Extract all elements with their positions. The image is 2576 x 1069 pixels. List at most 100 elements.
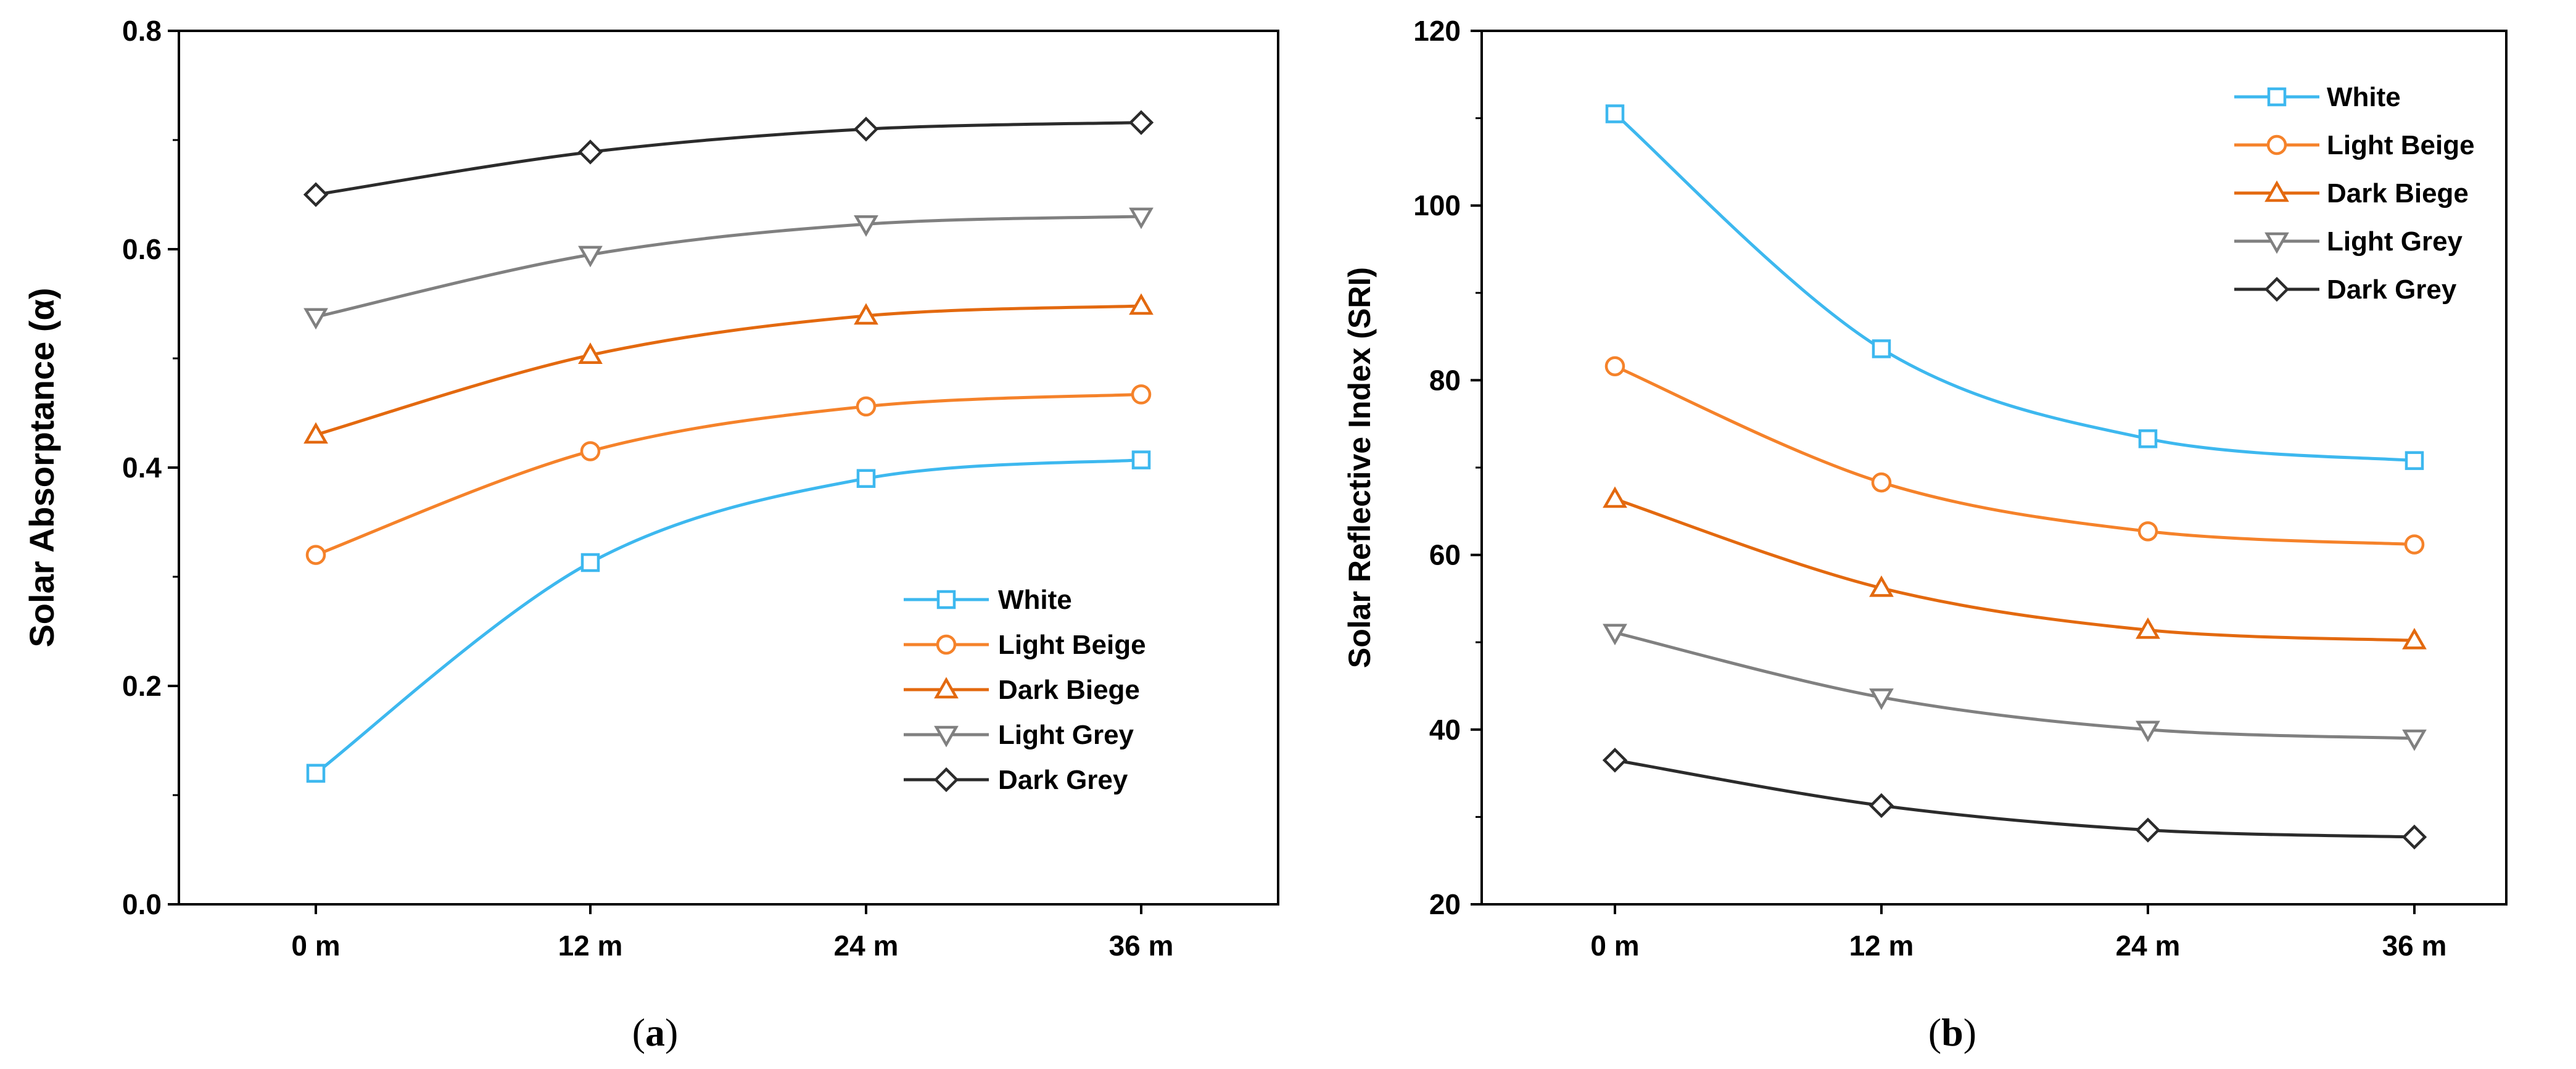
legend-marker-white (2267, 87, 2287, 107)
legend-marker-dark-grey (933, 767, 959, 793)
y-axis-title-b: Solar Reflective Index (SRI) (1342, 267, 1377, 668)
series-line-dark-grey (315, 121, 1142, 196)
y-tick-label-b: 40 (1429, 714, 1461, 746)
x-tick-label-b: 24 m (2116, 930, 2181, 962)
y-tick-label-a: 0.0 (122, 888, 162, 920)
series-white-b (1605, 104, 2424, 470)
data-point-light-beige (2137, 521, 2158, 542)
data-point-dark-grey (2135, 817, 2161, 843)
data-point-white (1131, 450, 1151, 469)
legend-marker-light-grey (2264, 232, 2289, 254)
legend-label-white: White (2327, 82, 2401, 112)
legend-item-dark-biege: Dark Biege (904, 675, 1140, 705)
y-tick-label-b: 120 (1413, 15, 1461, 47)
legend-item-light-beige: Light Beige (904, 630, 1146, 660)
y-axis-title-a: Solar Absorptance (α) (22, 287, 61, 647)
chart-a: 0.0 0.2 0.4 0.6 0.8 0 m 12 m 24 m 36 m Solar Abso… (22, 15, 1279, 1054)
series-dark-biege-b (1603, 486, 2427, 650)
legend-marker-light-beige (2266, 134, 2287, 155)
legend-item-light-grey: Light Grey (904, 720, 1134, 750)
data-point-light-grey (578, 246, 603, 268)
legend-marker-light-beige (936, 634, 957, 655)
y-tick-label-b: 60 (1429, 539, 1461, 571)
data-point-dark-biege (578, 342, 603, 364)
y-tick-label-a: 0.8 (122, 15, 162, 47)
y-tick-label-b: 20 (1429, 888, 1461, 920)
data-point-dark-biege (1129, 293, 1154, 315)
data-point-light-beige (1131, 384, 1152, 405)
plot-frame-b (1480, 30, 2508, 906)
legend-marker-white (936, 590, 956, 609)
legend-item-white: White (904, 585, 1072, 615)
legend-label-light-grey: Light Grey (2327, 226, 2463, 257)
data-point-dark-grey (577, 139, 603, 165)
data-point-light-grey (2402, 729, 2427, 751)
data-point-dark-biege (303, 422, 328, 444)
legend-label-dark-biege: Dark Biege (2327, 178, 2469, 208)
data-point-dark-biege (2136, 617, 2160, 639)
data-point-dark-biege (1603, 486, 1627, 508)
data-point-light-grey (1869, 688, 1894, 710)
y-tick-label-b: 100 (1413, 189, 1461, 221)
series-light-beige-a (305, 384, 1152, 565)
y-tick-label-b: 80 (1429, 364, 1461, 396)
data-point-dark-grey (853, 117, 879, 142)
series-light-grey-a (303, 207, 1154, 330)
legend-item-dark-grey: Dark Grey (2234, 274, 2457, 305)
series-light-beige-b (1604, 356, 2425, 555)
data-point-light-beige (305, 545, 326, 565)
data-point-dark-grey (1128, 110, 1154, 135)
legend-item-white: White (2234, 82, 2401, 112)
data-point-light-grey (1603, 624, 1627, 646)
x-tick-label-b: 0 m (1590, 930, 1639, 962)
legend-label-light-beige: Light Beige (998, 630, 1146, 660)
data-point-light-grey (1129, 207, 1154, 229)
data-point-light-beige (1871, 472, 1892, 493)
data-point-light-beige (580, 441, 601, 461)
series-line-light-grey (315, 215, 1142, 319)
series-dark-grey-b (1602, 748, 2427, 850)
legend-marker-dark-grey (2264, 276, 2290, 302)
legend-label-light-grey: Light Grey (998, 720, 1134, 750)
y-tick-label-a: 0.6 (122, 233, 162, 265)
series-line-dark-biege (315, 304, 1142, 437)
legend-label-dark-biege: Dark Biege (998, 675, 1140, 705)
legend-b: White Light Beige Dark Biege Light Grey Dark… (2234, 82, 2475, 305)
data-point-dark-grey (303, 182, 329, 207)
series-line-light-beige (315, 392, 1142, 556)
data-point-light-grey (303, 308, 328, 330)
series-white-a (306, 450, 1151, 783)
legend-marker-dark-biege (2264, 180, 2289, 202)
data-point-white (1605, 104, 1625, 123)
data-point-dark-biege (2402, 627, 2427, 650)
data-point-dark-grey (1602, 748, 1628, 773)
data-point-dark-biege (854, 303, 878, 325)
series-line-white (1614, 112, 2415, 463)
legend-label-white: White (998, 585, 1072, 615)
legend-item-dark-grey: Dark Grey (904, 765, 1128, 795)
data-point-white (1872, 339, 1891, 358)
data-point-white (856, 469, 876, 488)
data-point-dark-grey (1868, 793, 1894, 819)
legend-item-dark-biege: Dark Biege (2234, 178, 2469, 208)
data-point-white (2405, 451, 2424, 470)
data-point-light-beige (2404, 534, 2425, 555)
data-point-white (580, 553, 600, 572)
x-tick-label-b: 36 m (2382, 930, 2447, 962)
legend-item-light-beige: Light Beige (2234, 130, 2475, 160)
y-tick-label-a: 0.2 (122, 670, 162, 702)
series-line-dark-grey (1614, 758, 2415, 839)
legend-marker-light-grey (934, 725, 959, 748)
x-tick-label-a: 12 m (558, 930, 623, 962)
legend-marker-dark-biege (934, 677, 959, 699)
series-dark-grey-a (303, 110, 1154, 207)
panel-label-a: (a) (632, 1010, 679, 1054)
x-tick-label-a: 24 m (834, 930, 899, 962)
series-line-light-beige (1614, 365, 2415, 547)
legend-label-dark-grey: Dark Grey (998, 765, 1128, 795)
legend-label-light-beige: Light Beige (2327, 130, 2475, 160)
x-tick-label-a: 36 m (1109, 930, 1174, 962)
panel-label-b: (b) (1928, 1010, 1976, 1054)
data-point-light-beige (1604, 356, 1625, 376)
